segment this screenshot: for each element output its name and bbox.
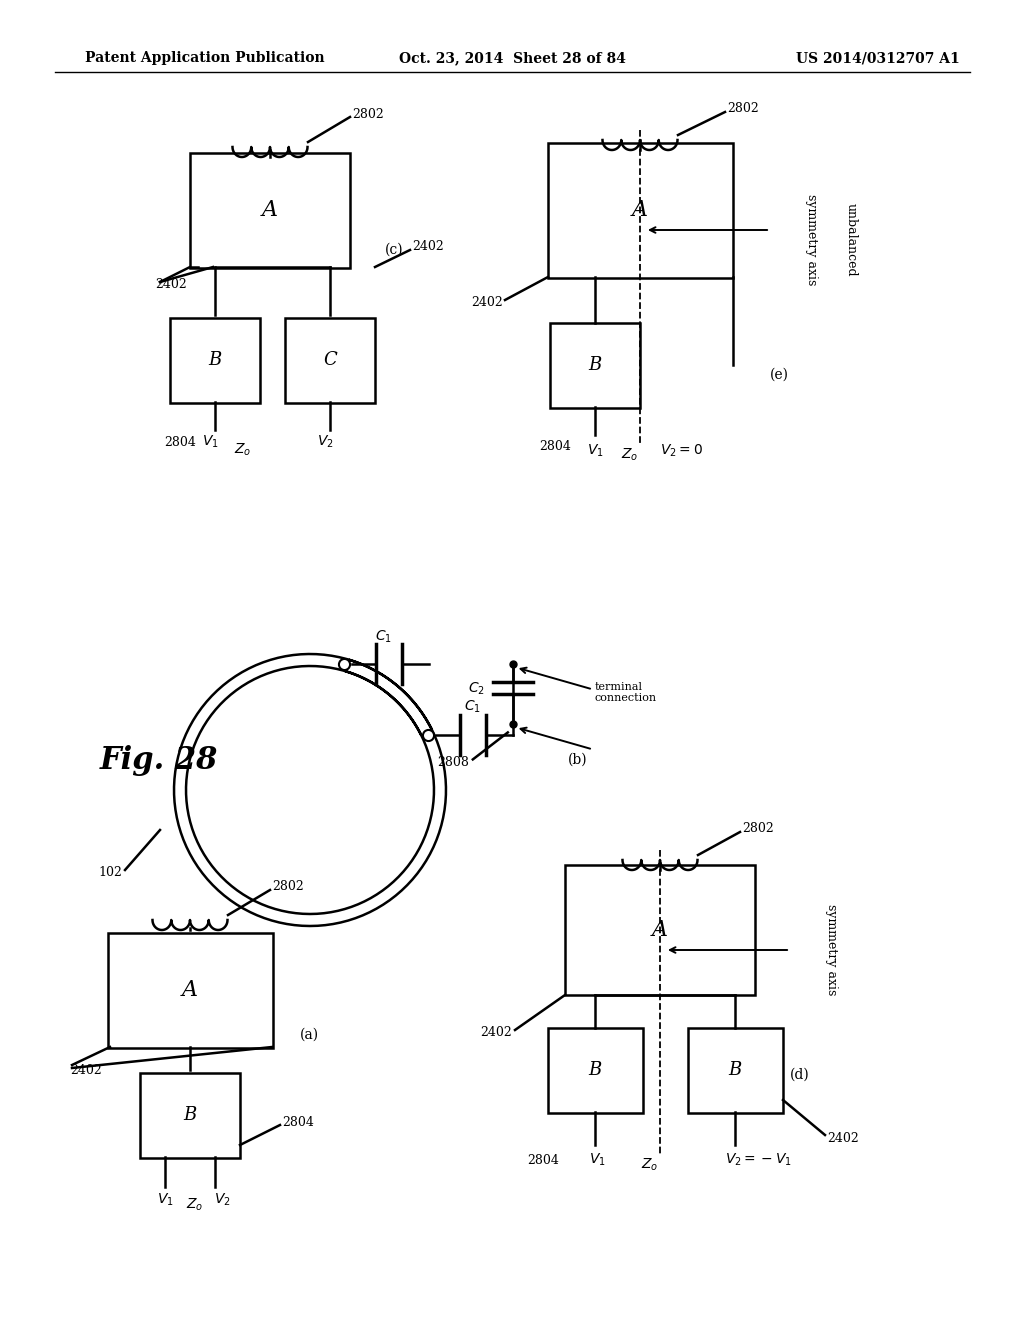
Text: C: C xyxy=(324,351,337,370)
Text: $C_2$: $C_2$ xyxy=(468,680,484,697)
Text: $V_2 = -V_1$: $V_2 = -V_1$ xyxy=(725,1152,792,1168)
Text: symmetry axis: symmetry axis xyxy=(825,904,838,995)
Text: $V_1$: $V_1$ xyxy=(202,434,218,450)
Bar xyxy=(565,865,755,995)
Text: $V_2 = 0$: $V_2 = 0$ xyxy=(660,442,702,459)
Text: 2804: 2804 xyxy=(164,436,196,449)
Text: 2802: 2802 xyxy=(742,822,774,836)
Text: A: A xyxy=(182,979,198,1001)
Text: $V_2$: $V_2$ xyxy=(316,434,334,450)
Text: terminal
connection: terminal connection xyxy=(595,681,657,704)
Text: symmetry axis: symmetry axis xyxy=(805,194,818,285)
Bar xyxy=(285,318,375,403)
Text: A: A xyxy=(652,919,668,941)
Text: (c): (c) xyxy=(385,243,403,257)
Text: 2804: 2804 xyxy=(539,441,571,454)
Text: 2402: 2402 xyxy=(827,1131,859,1144)
Text: $V_1$: $V_1$ xyxy=(589,1152,605,1168)
Text: 2402: 2402 xyxy=(471,297,503,309)
Text: 102: 102 xyxy=(98,866,122,879)
Text: 2802: 2802 xyxy=(727,103,759,116)
Text: 2402: 2402 xyxy=(412,240,443,253)
Text: unbalanced: unbalanced xyxy=(845,203,858,277)
Bar xyxy=(548,1027,642,1113)
Text: 2402: 2402 xyxy=(480,1027,512,1040)
Bar xyxy=(140,1072,240,1158)
Text: (a): (a) xyxy=(300,1028,319,1041)
Text: $Z_o$: $Z_o$ xyxy=(234,442,252,458)
Text: 2402: 2402 xyxy=(155,279,186,292)
Text: Fig. 28: Fig. 28 xyxy=(100,744,218,776)
Text: $Z_o$: $Z_o$ xyxy=(622,446,639,463)
Text: (b): (b) xyxy=(568,752,588,767)
Text: B: B xyxy=(589,1061,602,1078)
Text: $V_1$: $V_1$ xyxy=(587,442,603,459)
Text: $V_1$: $V_1$ xyxy=(157,1192,173,1208)
Text: 2402: 2402 xyxy=(70,1064,101,1077)
Text: 2802: 2802 xyxy=(352,107,384,120)
Text: Patent Application Publication: Patent Application Publication xyxy=(85,51,325,65)
Text: US 2014/0312707 A1: US 2014/0312707 A1 xyxy=(797,51,961,65)
Text: $Z_o$: $Z_o$ xyxy=(641,1156,658,1173)
Text: $Z_o$: $Z_o$ xyxy=(186,1197,204,1213)
Bar xyxy=(687,1027,782,1113)
Text: B: B xyxy=(208,351,221,370)
Text: A: A xyxy=(632,199,648,220)
Bar xyxy=(550,322,640,408)
Text: $C_1$: $C_1$ xyxy=(464,698,481,715)
Text: 2804: 2804 xyxy=(282,1117,314,1130)
Text: B: B xyxy=(728,1061,741,1078)
Bar xyxy=(170,318,260,403)
Text: (d): (d) xyxy=(790,1068,810,1082)
Bar xyxy=(108,932,272,1048)
Text: Oct. 23, 2014  Sheet 28 of 84: Oct. 23, 2014 Sheet 28 of 84 xyxy=(398,51,626,65)
Text: $V_2$: $V_2$ xyxy=(214,1192,230,1208)
Text: $C_1$: $C_1$ xyxy=(375,628,392,644)
Text: 2802: 2802 xyxy=(272,880,304,894)
Bar xyxy=(548,143,732,277)
Text: B: B xyxy=(183,1106,197,1125)
Bar xyxy=(190,153,350,268)
Text: 2808: 2808 xyxy=(437,756,469,770)
Text: B: B xyxy=(589,356,602,374)
Text: A: A xyxy=(262,199,279,220)
Text: 2804: 2804 xyxy=(527,1154,559,1167)
Text: (e): (e) xyxy=(770,368,790,381)
